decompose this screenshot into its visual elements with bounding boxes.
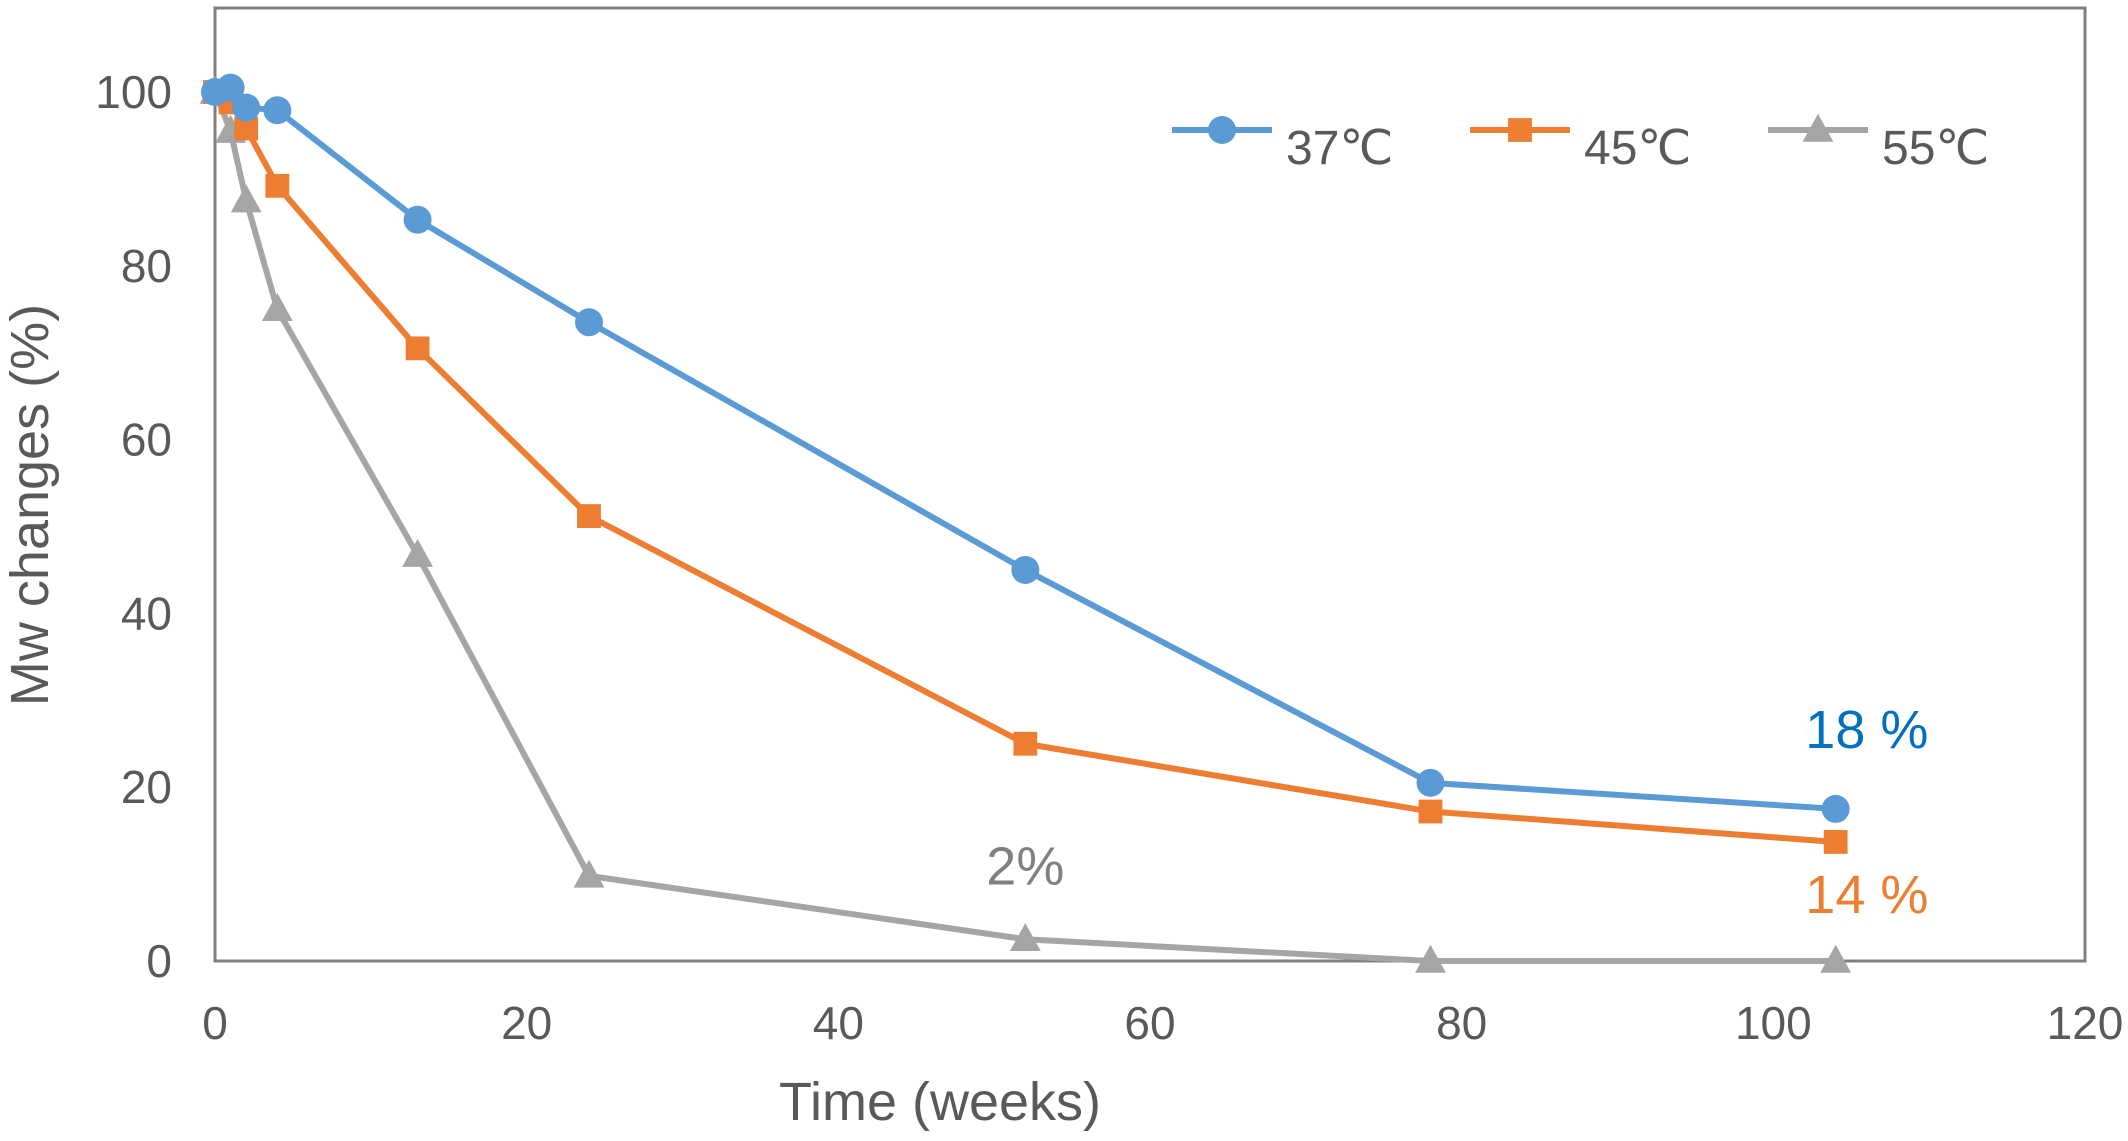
data-point xyxy=(265,173,290,198)
y-tick-label: 20 xyxy=(121,761,172,813)
legend-item: 55℃ xyxy=(1768,113,1989,175)
data-point xyxy=(1821,794,1850,823)
legend-label: 45℃ xyxy=(1584,122,1691,175)
data-point xyxy=(261,293,293,322)
x-tick-label: 60 xyxy=(1124,997,1175,1049)
legend-item: 37℃ xyxy=(1172,116,1393,175)
data-point xyxy=(1009,923,1041,952)
x-tick-label: 20 xyxy=(501,997,552,1049)
legend-item: 45℃ xyxy=(1470,118,1691,175)
x-axis-ticks: 0 20 40 60 80 100 120 xyxy=(202,997,2123,1049)
legend-marker xyxy=(1208,116,1236,144)
legend-label: 55℃ xyxy=(1882,122,1989,175)
legend-marker xyxy=(1508,118,1532,142)
y-tick-label: 80 xyxy=(121,240,172,292)
data-point xyxy=(1416,768,1445,797)
data-point xyxy=(1418,799,1443,824)
data-point xyxy=(1820,944,1852,973)
y-axis-ticks: 0 20 40 60 80 100 xyxy=(95,66,172,987)
data-point xyxy=(263,96,292,125)
y-tick-label: 40 xyxy=(121,587,172,639)
annotation-label: 14 % xyxy=(1805,865,1928,925)
data-point xyxy=(573,859,605,888)
y-tick-label: 100 xyxy=(95,66,172,118)
data-point xyxy=(216,73,245,102)
data-point xyxy=(405,336,430,361)
data-point xyxy=(232,93,261,122)
series-1 xyxy=(201,73,1850,823)
plot-area-frame xyxy=(213,6,2087,963)
data-point xyxy=(1013,731,1038,756)
y-tick-label: 0 xyxy=(146,935,172,987)
series-layer xyxy=(199,73,1852,973)
annotation-label: 18 % xyxy=(1805,700,1928,760)
data-point xyxy=(577,504,601,528)
data-point xyxy=(230,184,262,213)
annotation-label: 2% xyxy=(986,837,1064,897)
data-point xyxy=(575,308,603,337)
y-axis-title: Mw changes (%) xyxy=(0,304,60,706)
series-3 xyxy=(199,75,1852,973)
x-axis-title: Time (weeks) xyxy=(779,1072,1101,1132)
annotations-layer: 18 % 14 % 2% xyxy=(986,700,1928,925)
x-tick-label: 80 xyxy=(1436,997,1487,1049)
legend: 37℃ 45℃ 55℃ xyxy=(1172,113,1989,175)
data-point xyxy=(402,538,433,567)
legend-label: 37℃ xyxy=(1286,122,1393,175)
data-point xyxy=(1415,944,1446,973)
data-point xyxy=(234,116,259,141)
data-point xyxy=(1011,555,1040,584)
data-point xyxy=(403,205,432,234)
data-point xyxy=(1823,830,1848,854)
x-tick-label: 40 xyxy=(813,997,864,1049)
y-tick-label: 60 xyxy=(121,414,172,466)
x-tick-label: 0 xyxy=(202,997,228,1049)
x-tick-label: 100 xyxy=(1735,997,1812,1049)
legend-marker xyxy=(1802,113,1834,142)
x-tick-label: 120 xyxy=(2047,997,2124,1049)
